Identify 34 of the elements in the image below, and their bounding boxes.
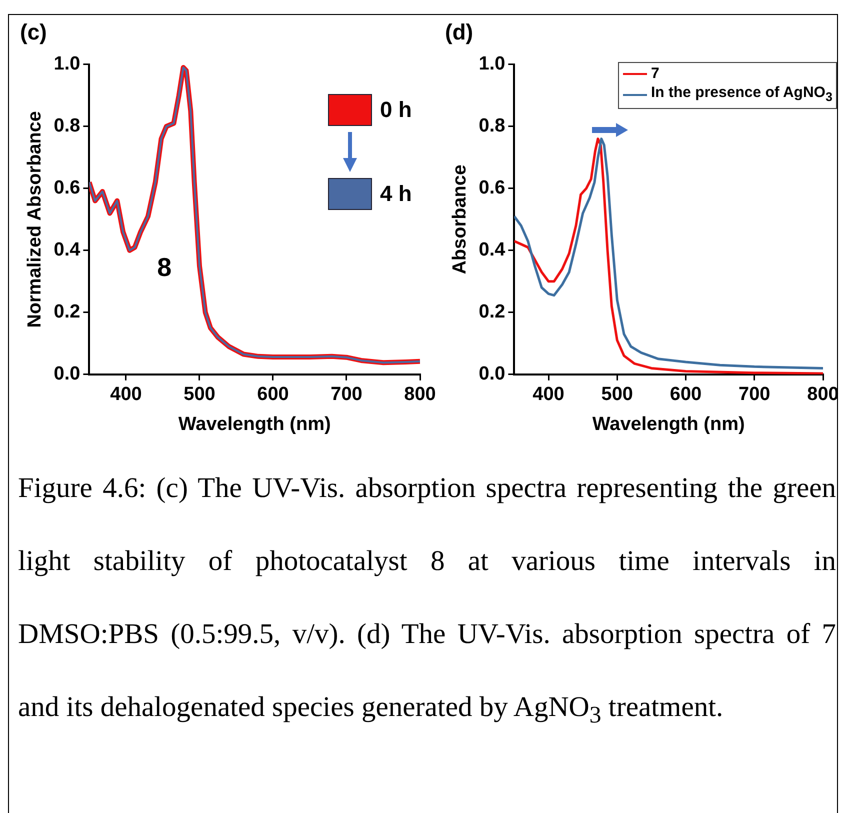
x-tick-label: 700 bbox=[738, 384, 770, 406]
x-axis-title: Wavelength (nm) bbox=[592, 414, 745, 435]
legend-label: 7 bbox=[651, 64, 660, 84]
y-tick-label: 0.0 bbox=[478, 364, 506, 385]
x-tick-label: 700 bbox=[330, 384, 362, 406]
x-axis-title: Wavelength (nm) bbox=[178, 414, 331, 435]
y-tick-label: 0.8 bbox=[478, 116, 506, 137]
y-tick-label: 0.6 bbox=[478, 178, 506, 199]
y-tick-label: 0.8 bbox=[54, 116, 80, 137]
y-axis-title: Absorbance bbox=[450, 164, 471, 274]
y-tick-label: 1.0 bbox=[478, 54, 506, 75]
x-tick-label: 400 bbox=[532, 384, 564, 406]
legend-label: 0 h bbox=[380, 97, 412, 124]
y-tick-label: 0.4 bbox=[54, 240, 81, 261]
x-tick-label: 400 bbox=[110, 384, 142, 406]
y-tick-label: 0.6 bbox=[54, 178, 80, 199]
y-tick-label: 0.2 bbox=[54, 302, 80, 323]
legend-label: 4 h bbox=[380, 181, 412, 208]
x-tick-label: 800 bbox=[807, 384, 839, 406]
legend-label: In the presence of AgNO$_{3}$ bbox=[651, 83, 832, 106]
y-tick-label: 1.0 bbox=[54, 54, 80, 75]
x-tick-label: 600 bbox=[257, 384, 289, 406]
y-tick-label: 0.0 bbox=[54, 364, 80, 385]
chart-title: (c) bbox=[20, 19, 47, 44]
x-tick-label: 800 bbox=[404, 384, 436, 406]
y-tick-label: 0.4 bbox=[478, 240, 506, 261]
x-tick-label: 500 bbox=[184, 384, 216, 406]
x-tick-label: 500 bbox=[601, 384, 633, 406]
annotation: 8 bbox=[157, 252, 172, 282]
y-axis-title: Normalized Absorbance bbox=[24, 111, 46, 328]
text: Figure 4.6: (c) The UV-Vis. absorption spectra representing the green light stability of photocatalyst 8 at various time intervals in DMSO:PBS (0.5:99.5, v/v). (d) The UV-Vis. absorption spectra of 7 and its dehalogenated species generated by AgNO$_{3}$ treatment. bbox=[18, 473, 836, 729]
x-tick-label: 600 bbox=[670, 384, 702, 406]
y-tick-label: 0.2 bbox=[478, 302, 506, 323]
chart-title: (d) bbox=[445, 19, 474, 44]
